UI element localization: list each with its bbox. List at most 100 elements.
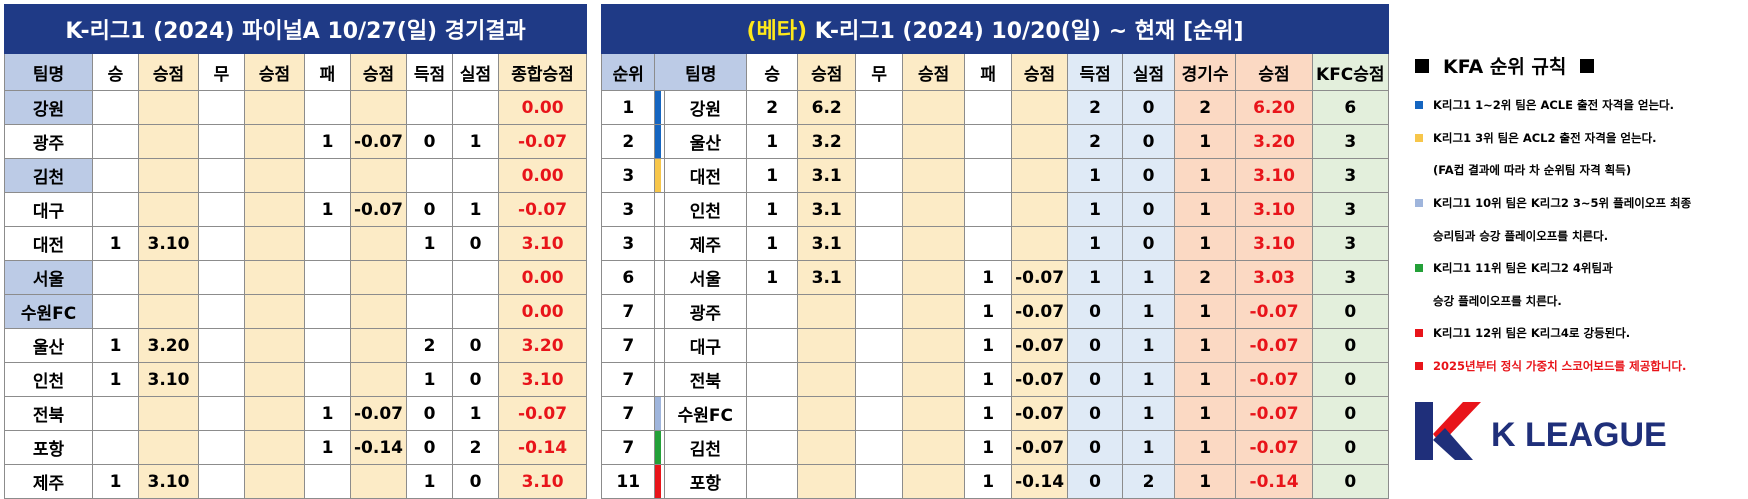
legend-text: (FA컵 결과에 따라 차 순위팀 자격 획득) bbox=[1433, 163, 1632, 178]
stat-cell bbox=[797, 396, 856, 431]
stat-cell: 1 bbox=[304, 192, 351, 227]
stat-cell: -0.14 bbox=[1011, 464, 1068, 499]
stat-cell bbox=[902, 430, 965, 465]
stat-cell bbox=[304, 362, 351, 397]
table-row: 포항 1 -0.14 0 2 -0.14 bbox=[4, 430, 588, 465]
goals-for: 2 bbox=[1066, 90, 1124, 125]
stat-cell bbox=[452, 158, 499, 193]
final-a-results-table: K-리그1 (2024) 파이널A 10/27(일) 경기결과 팀명 승 승점 무 승점… bbox=[3, 4, 588, 499]
zone-color-bar bbox=[655, 91, 662, 124]
standings-table: (베타) K-리그1 (2024) 10/20(일) ~ 현재 [순위] 순위 팀… bbox=[600, 4, 1390, 499]
team-name: 대전 bbox=[663, 158, 747, 193]
legend-text: 승강 플레이오프를 치른다. bbox=[1433, 293, 1562, 308]
table-row: 3 대전 1 3.1 1 0 1 3.10 3 bbox=[600, 158, 1390, 193]
table-row: 제주 1 3.10 1 0 3.10 bbox=[4, 464, 588, 499]
stat-cell bbox=[745, 464, 799, 499]
table-row: 3 인천 1 3.1 1 0 1 3.10 3 bbox=[600, 192, 1390, 227]
team-name: 인천 bbox=[663, 192, 747, 227]
table-row: 광주 1 -0.07 0 1 -0.07 bbox=[4, 124, 588, 159]
zone-marker bbox=[654, 192, 665, 227]
stat-cell bbox=[797, 328, 856, 363]
stat-cell bbox=[902, 362, 965, 397]
legend-color-square-icon bbox=[1415, 329, 1423, 338]
zone-marker bbox=[654, 124, 665, 159]
stat-cell: 1 bbox=[304, 124, 351, 159]
goals-for: 0 bbox=[1066, 464, 1124, 499]
team-name: 김천 bbox=[663, 430, 747, 465]
zone-marker bbox=[654, 294, 665, 329]
legend-item: K리그1 12위 팀은 K리그4로 강등된다. bbox=[1415, 317, 1745, 350]
stat-cell bbox=[963, 192, 1013, 227]
stat-cell: 1 bbox=[406, 362, 453, 397]
kfc-points: 3 bbox=[1311, 158, 1390, 193]
total-points: 3.10 bbox=[497, 362, 588, 397]
legend-text: K리그1 11위 팀은 K리그2 4위팀과 bbox=[1433, 261, 1613, 276]
stat-cell: 1 bbox=[745, 260, 799, 295]
stat-cell: -0.07 bbox=[1011, 328, 1068, 363]
legend-item: K리그1 11위 팀은 K리그2 4위팀과 bbox=[1415, 252, 1745, 285]
stat-cell bbox=[902, 226, 965, 261]
table-row: 3 제주 1 3.1 1 0 1 3.10 3 bbox=[600, 226, 1390, 261]
stat-cell: 1 bbox=[406, 226, 453, 261]
table-row: 1 강원 2 6.2 2 0 2 6.20 6 bbox=[600, 90, 1390, 125]
games-played: 1 bbox=[1173, 294, 1237, 329]
stat-cell bbox=[244, 124, 305, 159]
stat-cell: 1 bbox=[963, 328, 1013, 363]
goals-against: 0 bbox=[1122, 226, 1175, 261]
right-header-cell: 승점 bbox=[1011, 53, 1068, 91]
stat-cell: -0.07 bbox=[1011, 430, 1068, 465]
games-played: 1 bbox=[1173, 124, 1237, 159]
total-points: 0.00 bbox=[497, 260, 588, 295]
stat-cell bbox=[1011, 90, 1068, 125]
final-a-title: K-리그1 (2024) 파이널A 10/27(일) 경기결과 bbox=[3, 4, 588, 54]
goals-for: 1 bbox=[1066, 192, 1124, 227]
stat-cell bbox=[92, 90, 139, 125]
stat-cell bbox=[92, 294, 139, 329]
stat-cell bbox=[350, 226, 407, 261]
goals-for: 0 bbox=[1066, 328, 1124, 363]
stat-cell bbox=[244, 226, 305, 261]
stat-cell bbox=[1011, 124, 1068, 159]
stat-cell: 1 bbox=[963, 260, 1013, 295]
left-header-cell: 승점 bbox=[244, 53, 305, 91]
stat-cell bbox=[244, 328, 305, 363]
stat-cell: 6.2 bbox=[797, 90, 856, 125]
stat-cell bbox=[350, 328, 407, 363]
games-played: 1 bbox=[1173, 396, 1237, 431]
stat-cell: 3.1 bbox=[797, 260, 856, 295]
stat-cell bbox=[244, 362, 305, 397]
stat-cell: 1 bbox=[745, 192, 799, 227]
zone-color-bar bbox=[655, 465, 662, 498]
total-points: -0.07 bbox=[497, 124, 588, 159]
total-points: 0.00 bbox=[497, 158, 588, 193]
rank-cell: 11 bbox=[600, 464, 656, 499]
stat-cell bbox=[1011, 158, 1068, 193]
stat-cell: -0.07 bbox=[1011, 362, 1068, 397]
stat-cell: 0 bbox=[406, 192, 453, 227]
kfa-ranking-rules: KFA 순위 규칙 K리그1 1~2위 팀은 ACLE 출전 자격을 얻는다. K… bbox=[1405, 52, 1745, 382]
stat-cell bbox=[138, 430, 199, 465]
stat-cell bbox=[406, 294, 453, 329]
stat-cell bbox=[304, 260, 351, 295]
beta-label: (베타) bbox=[746, 19, 808, 44]
stat-cell bbox=[350, 362, 407, 397]
zone-color-bar bbox=[656, 228, 661, 260]
left-header-cell: 승 bbox=[92, 53, 139, 91]
zone-marker bbox=[654, 90, 665, 125]
stat-cell bbox=[745, 430, 799, 465]
stat-cell bbox=[244, 430, 305, 465]
stat-cell bbox=[452, 260, 499, 295]
total-points: 3.20 bbox=[497, 328, 588, 363]
stat-cell bbox=[92, 396, 139, 431]
left-header-cell: 종합승점 bbox=[497, 53, 588, 91]
black-square-icon bbox=[1580, 58, 1595, 73]
stat-cell bbox=[963, 124, 1013, 159]
right-header-cell: 순위 bbox=[600, 53, 656, 91]
stat-cell: -0.07 bbox=[1011, 294, 1068, 329]
stat-cell bbox=[92, 192, 139, 227]
kfc-points: 0 bbox=[1311, 430, 1390, 465]
standings-title: (베타) K-리그1 (2024) 10/20(일) ~ 현재 [순위] bbox=[601, 4, 1389, 54]
team-name: 포항 bbox=[663, 464, 747, 499]
stat-cell: -0.14 bbox=[350, 430, 407, 465]
stat-cell bbox=[452, 90, 499, 125]
